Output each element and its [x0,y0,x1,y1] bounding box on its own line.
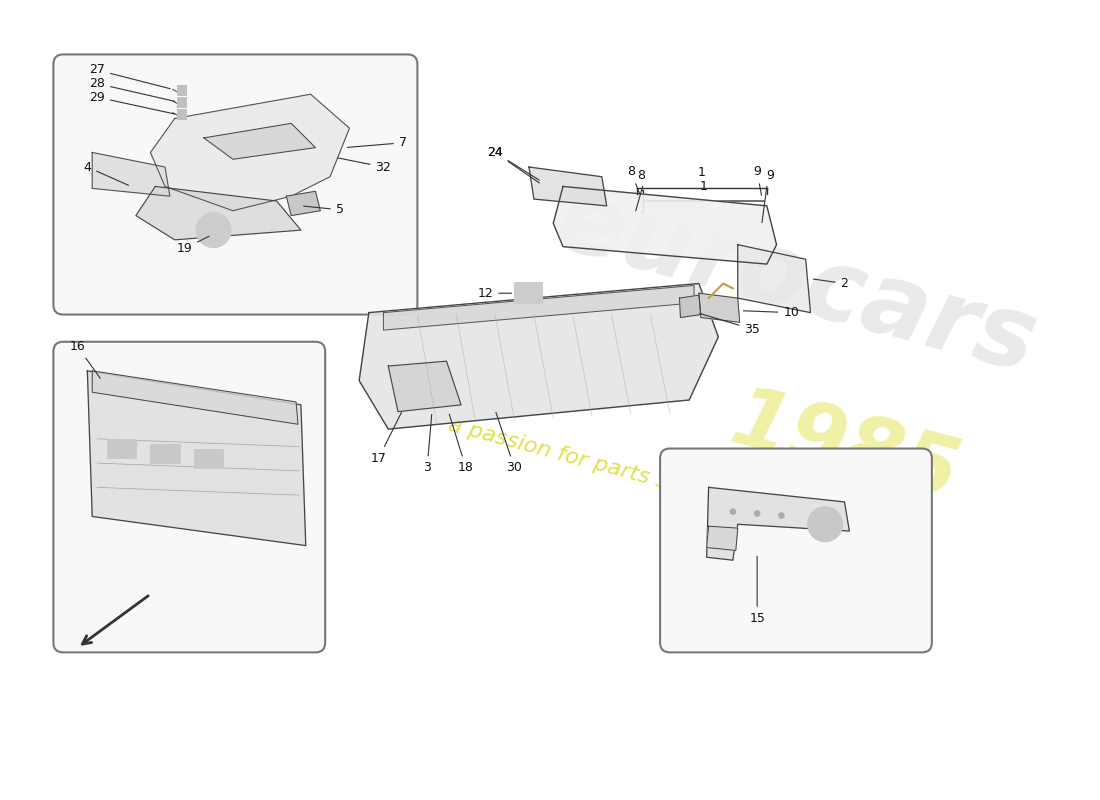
Polygon shape [360,283,718,429]
Text: 24: 24 [487,146,539,180]
Polygon shape [553,186,777,264]
Text: a passion for parts since 1985: a passion for parts since 1985 [447,414,777,521]
Text: 9: 9 [754,166,761,195]
Text: 18: 18 [449,414,474,474]
Text: 3: 3 [424,414,431,474]
Circle shape [196,213,231,248]
Bar [107,439,136,458]
Polygon shape [529,167,607,206]
Circle shape [755,510,760,517]
Polygon shape [151,94,350,210]
Text: 8: 8 [637,169,645,182]
Text: 28: 28 [89,77,175,102]
Text: 12: 12 [477,286,512,300]
Text: 27: 27 [89,63,170,89]
Text: 15: 15 [749,556,766,625]
FancyBboxPatch shape [54,342,326,652]
Text: 32: 32 [338,158,392,174]
Text: 8: 8 [627,166,639,194]
Bar [515,282,541,303]
Circle shape [807,506,843,542]
Polygon shape [92,153,169,196]
Text: 1985: 1985 [722,379,967,518]
Text: 16: 16 [69,340,100,378]
Text: 30: 30 [496,412,522,474]
Text: 10: 10 [744,306,799,319]
Text: 5: 5 [304,203,343,216]
Circle shape [779,513,784,518]
Text: 1: 1 [697,166,706,178]
Text: 7: 7 [348,136,407,150]
Polygon shape [286,191,320,215]
Text: 17: 17 [371,412,402,465]
Text: 4: 4 [84,161,129,186]
Polygon shape [92,371,298,424]
Text: 2: 2 [813,277,848,290]
Bar [177,109,186,118]
Polygon shape [680,295,701,318]
Text: 29: 29 [89,90,175,114]
Polygon shape [204,123,316,159]
Text: 19: 19 [177,236,209,255]
Circle shape [730,509,736,514]
Polygon shape [706,526,738,550]
Polygon shape [87,371,306,546]
Text: 9: 9 [766,169,773,182]
Text: eurocars: eurocars [546,173,1046,394]
Polygon shape [384,286,694,330]
Bar [194,449,223,468]
Text: 24: 24 [487,146,539,183]
FancyBboxPatch shape [54,54,417,314]
Polygon shape [136,186,301,240]
Bar [177,97,186,107]
Polygon shape [388,361,461,412]
Polygon shape [706,487,849,560]
Text: 1: 1 [700,180,707,193]
Bar [151,444,179,463]
FancyBboxPatch shape [660,449,932,652]
Polygon shape [738,245,811,313]
Bar [177,86,186,95]
Polygon shape [698,294,739,322]
Text: 35: 35 [700,314,760,336]
